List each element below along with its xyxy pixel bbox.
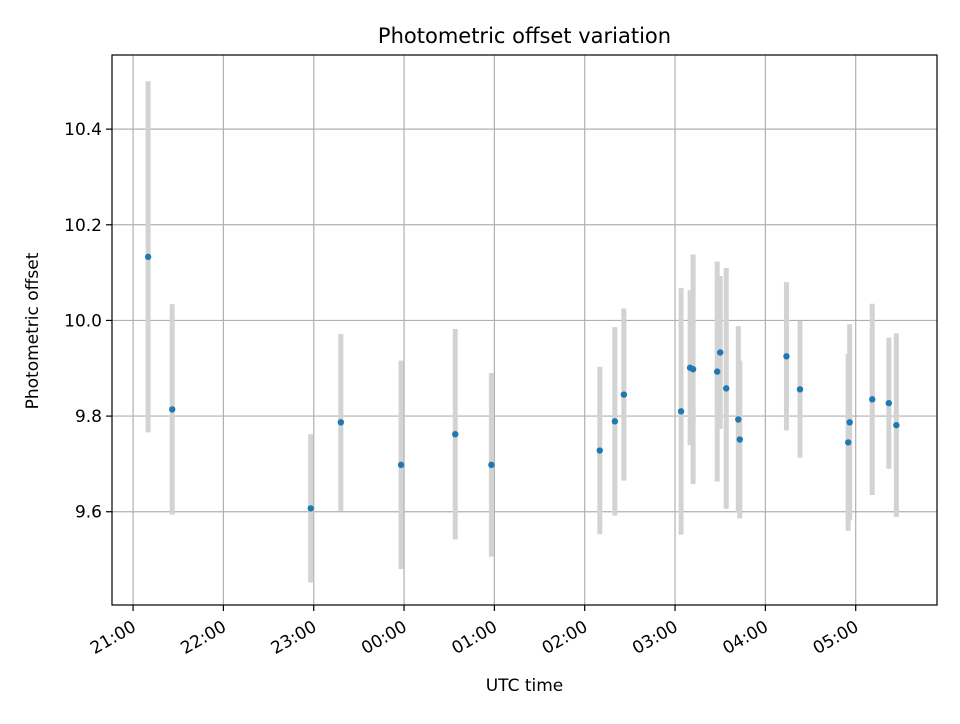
data-point [885,399,893,407]
data-point [677,408,685,415]
x-axis-ticks: 21:00 22:00 23:00 00:00 01:00 02:00 03:00 04:00… [87,605,862,659]
data-point [735,416,742,423]
data-point [337,419,345,426]
data-point [307,505,314,512]
x-tick-label: 03:00 [629,617,681,659]
x-tick-label: 02:00 [539,617,591,659]
data-point [844,439,852,446]
x-tick-label: 23:00 [268,617,320,659]
x-axis-label: UTC time [486,676,564,696]
data-points [144,253,900,512]
y-tick-label: 10.0 [64,311,102,331]
data-point [620,391,628,398]
data-point [723,385,730,392]
y-tick-label: 10.4 [64,120,102,140]
data-point [736,436,743,443]
data-point [488,461,495,469]
data-point [714,368,721,375]
y-axis-label: Photometric offset [23,252,43,409]
x-tick-label: 01:00 [448,617,500,659]
error-bars [145,81,899,583]
x-tick-label: 21:00 [87,617,139,659]
grid [112,55,937,605]
data-point [796,386,804,393]
data-point [717,349,724,356]
data-point [869,396,876,403]
data-point [596,447,603,454]
x-tick-label: 00:00 [358,617,410,659]
chart-title: Photometric offset variation [378,24,671,48]
x-tick-label: 05:00 [810,617,862,659]
data-point [169,406,176,413]
data-point [397,461,405,469]
y-tick-label: 10.2 [64,216,102,236]
data-point [893,421,900,429]
data-point [144,253,152,261]
data-point [846,419,853,426]
y-tick-label: 9.8 [75,407,102,427]
x-tick-label: 22:00 [177,617,229,659]
y-tick-label: 9.6 [75,503,102,523]
data-point [783,353,790,360]
data-point [611,418,619,425]
y-axis-ticks: 9.6 9.8 10.0 10.2 10.4 [64,120,112,523]
data-point [452,431,459,438]
data-point [689,366,697,373]
plot-frame [111,54,938,606]
x-tick-label: 04:00 [719,617,771,659]
